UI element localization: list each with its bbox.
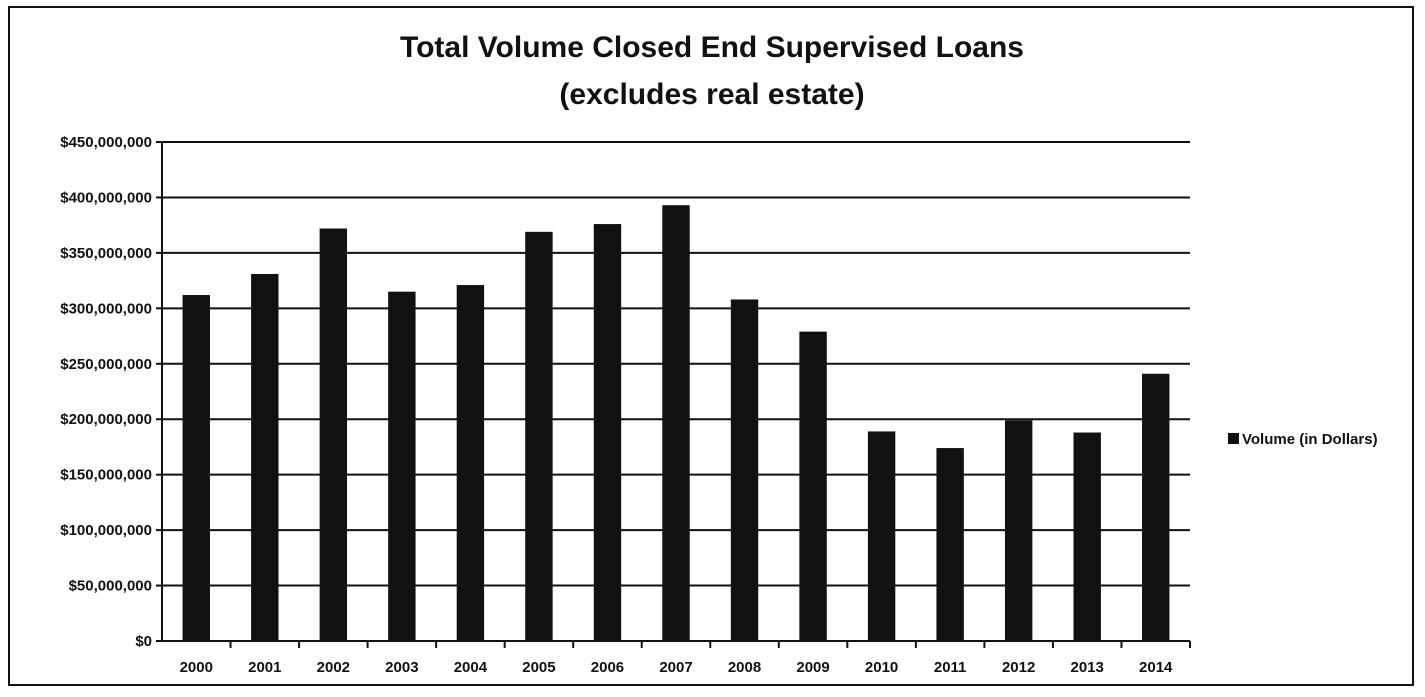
x-tick-label: 2012 bbox=[1002, 659, 1035, 676]
chart-subtitle: (excludes real estate) bbox=[559, 78, 864, 111]
chart-frame bbox=[8, 6, 1414, 686]
bars bbox=[182, 205, 1170, 641]
bar-2006 bbox=[593, 224, 622, 641]
x-axis-tick-labels: 2000 2001 2002 2003 2004 2005 2006 2007 2008 2009… bbox=[180, 659, 1173, 676]
bar-2011 bbox=[936, 448, 964, 641]
bar-2002 bbox=[319, 228, 348, 641]
bar-2012 bbox=[1004, 420, 1033, 641]
y-tick-label: $200,000,000 bbox=[60, 411, 152, 428]
x-tick-label: 2007 bbox=[659, 659, 692, 676]
x-tick-label: 2001 bbox=[248, 659, 281, 676]
x-tick-label: 2009 bbox=[796, 659, 829, 676]
y-tick-label: $400,000,000 bbox=[60, 189, 152, 206]
x-tick-label: 2002 bbox=[317, 659, 350, 676]
y-tick-label: $100,000,000 bbox=[60, 522, 152, 539]
x-tick-label: 2006 bbox=[591, 659, 624, 676]
bar-2007 bbox=[662, 205, 690, 641]
bar-2005 bbox=[525, 231, 553, 641]
x-tick-label: 2000 bbox=[180, 659, 213, 676]
y-tick-label: $250,000,000 bbox=[60, 356, 152, 373]
bar-2003 bbox=[388, 291, 416, 641]
x-tick-label: 2004 bbox=[454, 659, 488, 676]
y-axis-tick-labels: $0 $50,000,000 $100,000,000 $150,000,000 $20… bbox=[60, 134, 152, 650]
bar-2004 bbox=[456, 285, 485, 641]
x-tick-label: 2013 bbox=[1071, 659, 1104, 676]
x-tick-label: 2008 bbox=[728, 659, 761, 676]
legend: Volume (in Dollars) bbox=[1228, 431, 1378, 448]
bar-2010 bbox=[867, 431, 896, 641]
x-tick-label: 2011 bbox=[934, 659, 967, 676]
x-tick-label: 2014 bbox=[1139, 659, 1173, 676]
bar-2000 bbox=[182, 295, 210, 641]
legend-label: Volume (in Dollars) bbox=[1242, 431, 1378, 448]
axes bbox=[161, 142, 1190, 642]
bar-2009 bbox=[799, 331, 827, 641]
legend-swatch bbox=[1228, 433, 1239, 444]
chart-title: Total Volume Closed End Supervised Loans bbox=[400, 31, 1024, 64]
y-tick-label: $350,000,000 bbox=[60, 245, 152, 262]
y-tick-label: $0 bbox=[135, 633, 152, 650]
bar-2014 bbox=[1142, 373, 1170, 641]
bar-2001 bbox=[251, 273, 279, 641]
x-tick-label: 2010 bbox=[865, 659, 898, 676]
bar-2008 bbox=[730, 299, 759, 641]
bar-2013 bbox=[1073, 432, 1101, 641]
x-tick-label: 2005 bbox=[522, 659, 555, 676]
y-tick-label: $450,000,000 bbox=[60, 134, 152, 151]
y-tick-label: $150,000,000 bbox=[60, 467, 152, 484]
y-tick-label: $50,000,000 bbox=[69, 578, 152, 595]
x-tick-label: 2003 bbox=[385, 659, 418, 676]
y-tick-label: $300,000,000 bbox=[60, 300, 152, 317]
